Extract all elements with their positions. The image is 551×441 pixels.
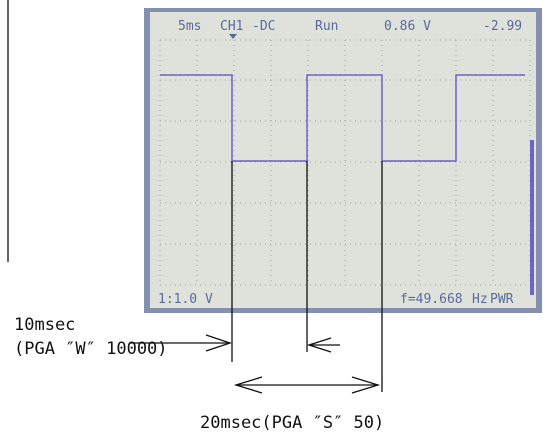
short-note: (PGA ″W″ 10000) — [14, 339, 168, 359]
timebase: 5ms — [178, 19, 201, 34]
short-label: 10msec — [14, 315, 75, 335]
long-label: 20msec(PGA ″S″ 50) — [200, 413, 384, 433]
frequency: f=49.668 — [400, 292, 463, 307]
mode: Run — [315, 19, 338, 34]
scope-screen — [150, 12, 536, 308]
offset: -2.99 — [483, 19, 522, 34]
power: PWR — [490, 292, 514, 307]
frequency-unit: Hz — [472, 292, 488, 307]
level-bar — [530, 140, 534, 295]
channel: CH1 — [220, 19, 243, 34]
trigger-marker — [229, 34, 237, 39]
probe: 1:1.0 V — [158, 292, 213, 307]
waveform — [160, 74, 525, 162]
annotation-lines — [130, 161, 383, 394]
coupling: -DC — [252, 19, 275, 34]
trigger-level: 0.86 V — [384, 19, 431, 34]
